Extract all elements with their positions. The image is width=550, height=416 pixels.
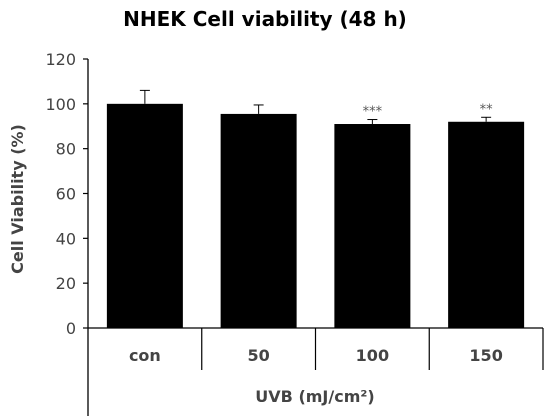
bar xyxy=(106,103,183,328)
bar xyxy=(334,124,411,328)
category-label: 150 xyxy=(469,346,502,365)
bar xyxy=(448,121,525,329)
y-axis-label: Cell Viability (%) xyxy=(8,124,27,274)
y-tick-label: 80 xyxy=(56,140,76,159)
significance-label: *** xyxy=(363,105,383,120)
bar xyxy=(220,113,297,328)
chart-title: NHEK Cell viability (48 h) xyxy=(123,7,407,31)
y-tick-label: 120 xyxy=(45,50,76,69)
y-tick-label: 40 xyxy=(56,229,76,248)
category-label: 50 xyxy=(247,346,269,365)
y-tick-label: 60 xyxy=(56,185,76,204)
y-tick-label: 0 xyxy=(66,319,76,338)
significance-label: ** xyxy=(480,102,494,117)
x-axis-label: UVB (mJ/cm²) xyxy=(255,387,374,406)
category-label: 100 xyxy=(356,346,389,365)
y-tick-label: 20 xyxy=(56,274,76,293)
y-tick-label: 100 xyxy=(45,95,76,114)
category-label: con xyxy=(129,346,161,365)
